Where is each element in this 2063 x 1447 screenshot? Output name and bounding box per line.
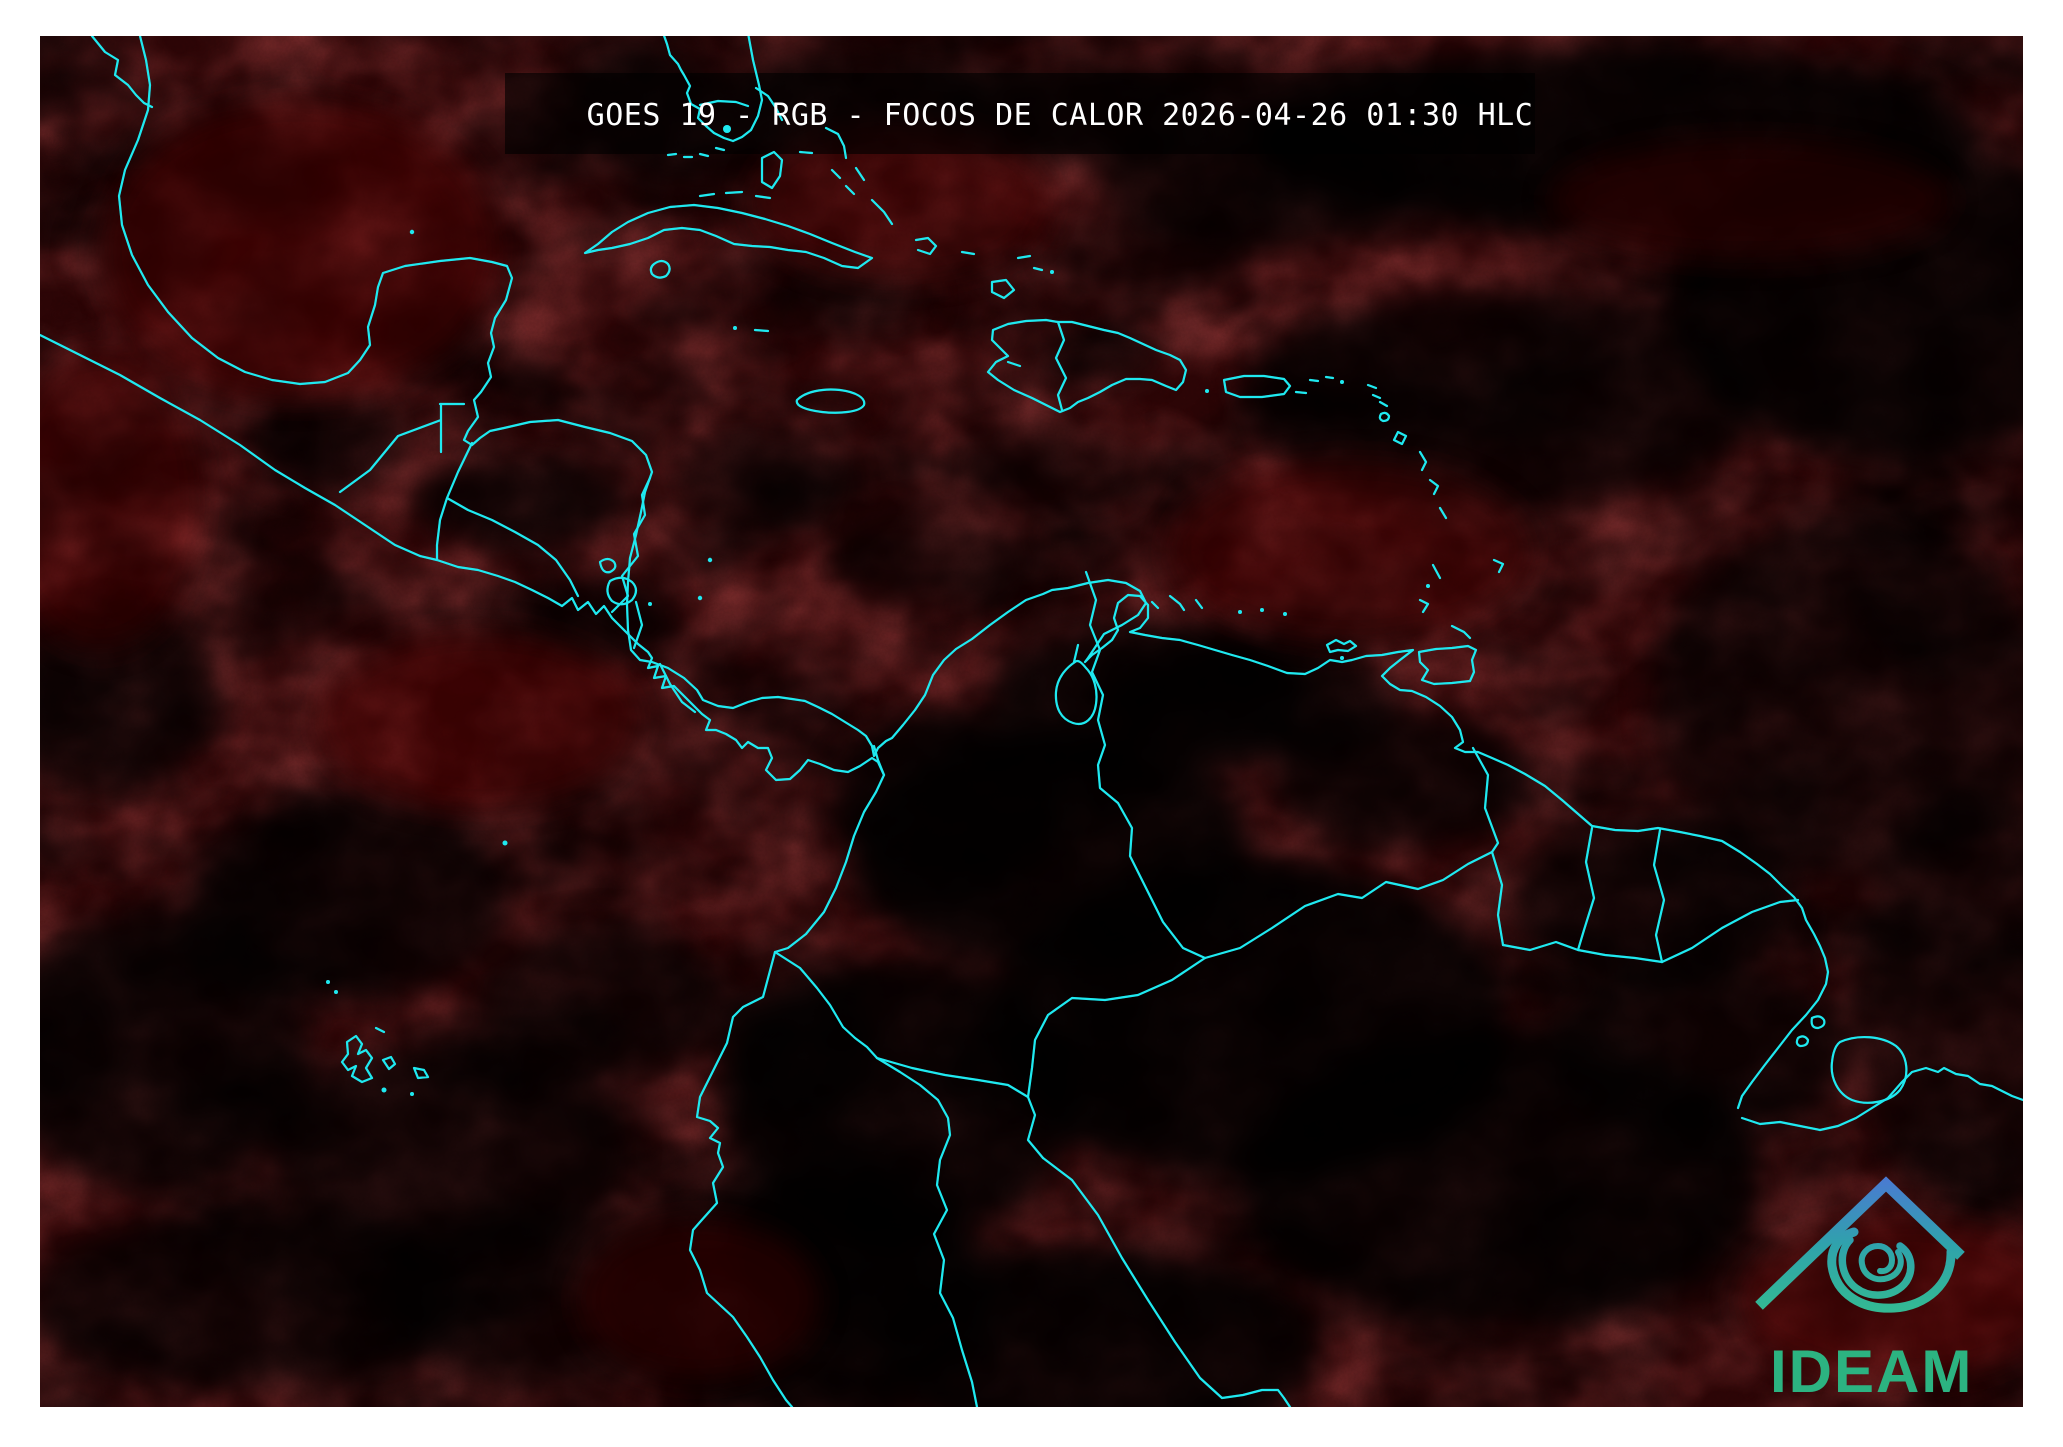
title-backdrop <box>505 73 1535 154</box>
ideam-spiral-icon <box>1827 1227 1956 1313</box>
satellite-map-canvas: IDEAM <box>40 36 2023 1407</box>
bright-haze-layer <box>40 100 2023 1380</box>
ideam-logo: IDEAM <box>1755 1176 1973 1405</box>
map-title: GOES 19 - RGB - FOCOS DE CALOR 2026-04-2… <box>586 97 1534 133</box>
ideam-wordmark: IDEAM <box>1770 1338 1973 1405</box>
satellite-map-image: IDEAM GOES 19 - RGB - FOCOS DE CALOR 202… <box>40 36 2023 1407</box>
ideam-roof-icon <box>1755 1176 1965 1310</box>
